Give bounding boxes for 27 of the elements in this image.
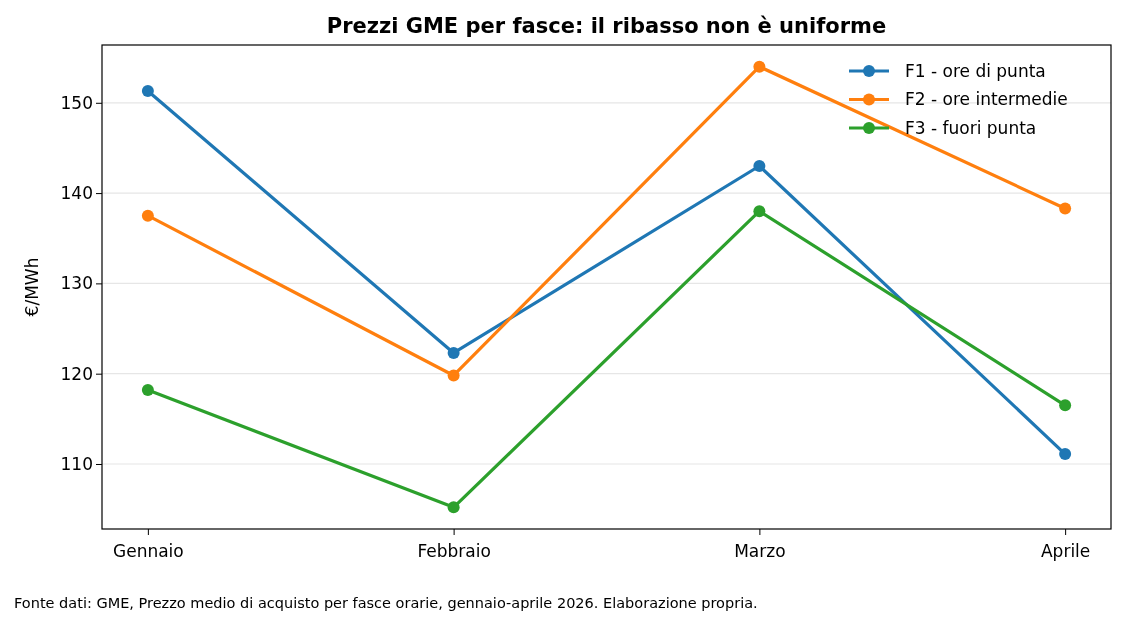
y-tick-label: 150	[60, 92, 93, 113]
point	[1059, 399, 1072, 412]
x-tick-label: Aprile	[1040, 540, 1091, 561]
point	[753, 205, 766, 218]
x-tick-label: Marzo	[734, 540, 786, 561]
source-note: Fonte dati: GME, Prezzo medio di acquisto per fasce orarie, gennaio-aprile 2026. Elaborazione propria.	[14, 595, 758, 611]
point	[141, 383, 154, 396]
y-axis-title: €/MWh	[22, 257, 42, 317]
point	[753, 60, 766, 73]
point	[753, 160, 766, 172]
y-tick-label: 110	[60, 453, 93, 474]
point	[447, 501, 460, 514]
point	[141, 85, 154, 98]
point	[141, 209, 154, 222]
y-tick-label: 130	[60, 273, 93, 294]
point	[1059, 202, 1072, 215]
chart-title: Prezzi GME per fasce: il ribasso non è uniforme	[326, 14, 887, 38]
point	[447, 369, 460, 382]
x-tick-label: Febbraio	[417, 540, 491, 561]
y-tick-label: 120	[60, 363, 93, 384]
legend-label: F3 - fuori punta	[905, 117, 1037, 138]
legend-label: F2 - ore intermedie	[905, 89, 1068, 110]
point	[1059, 448, 1072, 461]
y-tick-label: 140	[60, 183, 93, 204]
x-tick-label: Gennaio	[113, 540, 184, 561]
legend-label: F1 - ore di punta	[905, 60, 1046, 81]
point	[447, 346, 460, 359]
